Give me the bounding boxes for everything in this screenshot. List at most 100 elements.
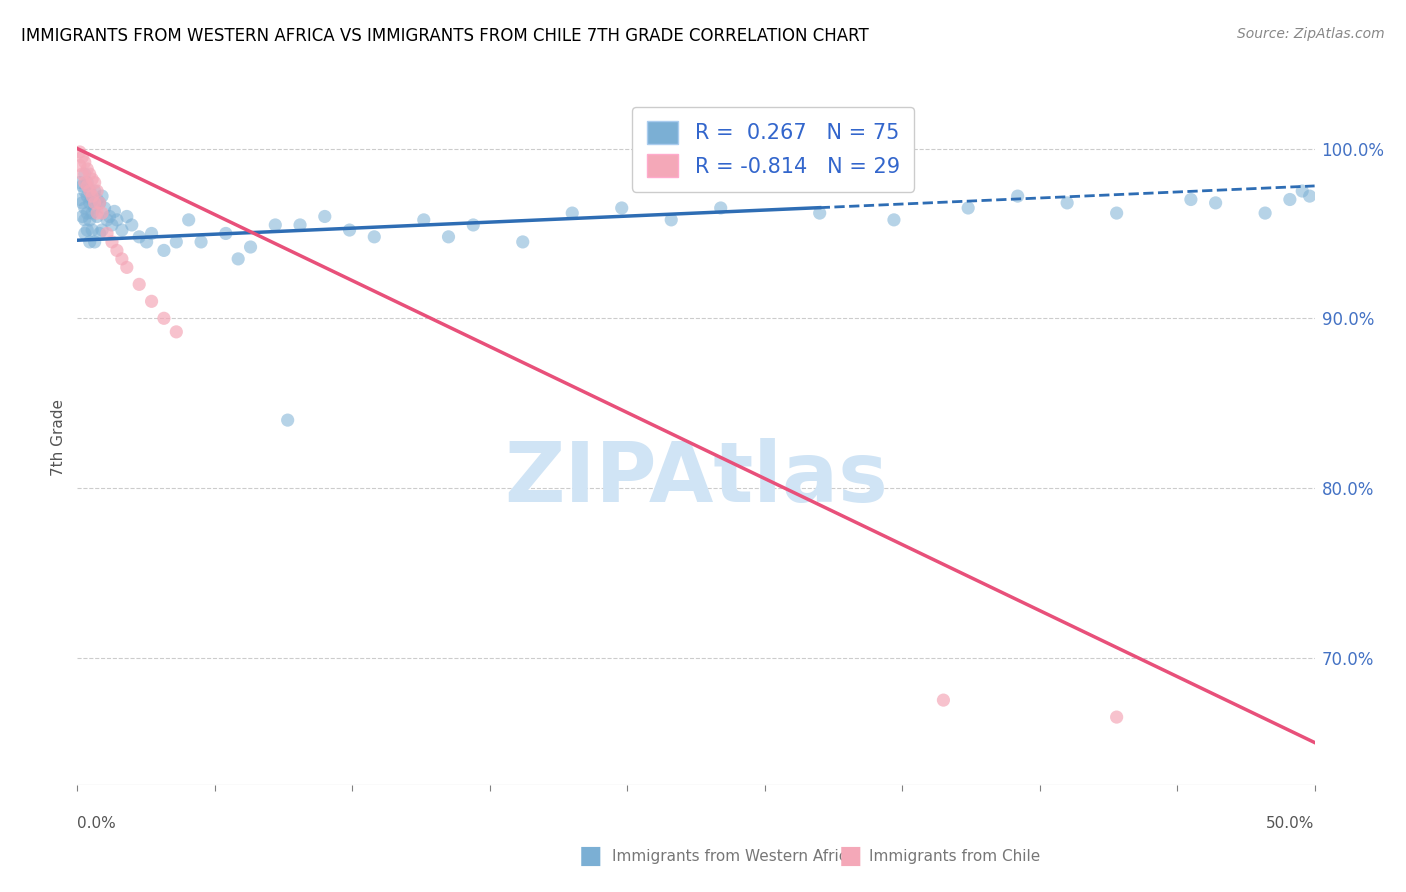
Point (277, 413, 299, 427)
Point (226, 252, 249, 266)
Point (83, 235, 105, 249)
Point (165, 235, 187, 249)
Text: 0.0%: 0.0% (77, 816, 117, 831)
Point (314, 210, 336, 224)
Point (72, 167, 94, 181)
Point (363, 230, 385, 244)
Point (79, 167, 101, 181)
Point (1056, 195, 1078, 210)
Point (115, 260, 138, 275)
Point (73, 227, 96, 241)
Point (96, 212, 118, 227)
Point (1278, 193, 1301, 207)
Point (83, 195, 105, 210)
Point (177, 212, 200, 227)
Point (239, 240, 262, 254)
Point (72, 195, 94, 210)
Point (79, 235, 101, 249)
Point (288, 218, 311, 232)
Point (105, 212, 128, 227)
Text: IMMIGRANTS FROM WESTERN AFRICA VS IMMIGRANTS FROM CHILE 7TH GRADE CORRELATION CH: IMMIGRANTS FROM WESTERN AFRICA VS IMMIGR… (21, 27, 869, 45)
Point (83, 176, 105, 190)
Point (561, 206, 583, 220)
Point (141, 227, 163, 241)
Point (1105, 206, 1128, 220)
Text: Source: ZipAtlas.com: Source: ZipAtlas.com (1237, 27, 1385, 41)
Point (512, 235, 534, 249)
Point (72, 210, 94, 224)
Point (86, 210, 108, 224)
Point (111, 252, 134, 266)
Point (79, 195, 101, 210)
Text: ■: ■ (579, 845, 602, 868)
Point (1105, 710, 1128, 724)
Text: Immigrants from Chile: Immigrants from Chile (869, 849, 1040, 863)
Point (86, 184, 108, 198)
Point (153, 311, 176, 326)
Point (83, 201, 105, 215)
Point (76, 178, 98, 193)
Point (76, 176, 98, 190)
Point (89, 227, 111, 241)
Point (215, 227, 238, 241)
Point (1205, 195, 1227, 210)
Point (73, 176, 96, 190)
Point (73, 212, 96, 227)
Point (808, 206, 831, 220)
Point (82, 193, 104, 207)
Point (339, 223, 361, 237)
Point (82, 223, 104, 237)
Y-axis label: 7th Grade: 7th Grade (51, 399, 66, 475)
Point (91, 206, 114, 220)
Point (93, 201, 115, 215)
Point (76, 223, 98, 237)
Point (79, 184, 101, 198)
Point (69, 145, 91, 159)
Point (82, 172, 104, 186)
Point (86, 206, 108, 220)
Point (76, 189, 98, 203)
Point (1180, 193, 1202, 207)
Point (463, 218, 485, 232)
Point (883, 212, 905, 227)
Point (121, 218, 143, 232)
Point (264, 218, 287, 232)
Point (135, 235, 157, 249)
Point (73, 155, 96, 169)
Point (89, 195, 111, 210)
Text: ZIPAtlas: ZIPAtlas (503, 438, 889, 519)
Point (91, 223, 114, 237)
Point (96, 227, 118, 241)
Point (82, 206, 104, 220)
Point (69, 193, 91, 207)
Legend: R =  0.267   N = 75, R = -0.814   N = 29: R = 0.267 N = 75, R = -0.814 N = 29 (633, 106, 914, 192)
Point (128, 277, 150, 292)
Point (76, 161, 98, 176)
Text: 50.0%: 50.0% (1267, 816, 1315, 831)
Point (73, 167, 96, 181)
Point (115, 210, 138, 224)
Point (105, 244, 128, 258)
Point (91, 189, 114, 203)
Point (1298, 189, 1320, 203)
Point (610, 201, 633, 215)
Point (89, 195, 111, 210)
Point (659, 212, 682, 227)
Point (79, 212, 101, 227)
Point (1291, 184, 1313, 198)
Point (190, 235, 212, 249)
Point (710, 201, 733, 215)
Point (101, 235, 124, 249)
Point (86, 193, 108, 207)
Point (1007, 189, 1029, 203)
Point (153, 244, 176, 258)
Point (437, 230, 460, 244)
Point (111, 223, 134, 237)
Point (412, 212, 434, 227)
Point (82, 189, 104, 203)
Point (101, 218, 124, 232)
Text: Immigrants from Western Africa: Immigrants from Western Africa (612, 849, 856, 863)
Point (98, 210, 121, 224)
Point (73, 184, 96, 198)
Point (103, 204, 125, 219)
